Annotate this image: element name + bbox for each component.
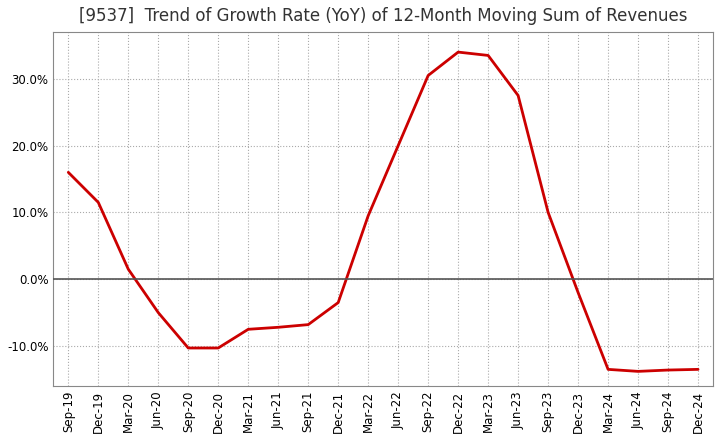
Title: [9537]  Trend of Growth Rate (YoY) of 12-Month Moving Sum of Revenues: [9537] Trend of Growth Rate (YoY) of 12-… (79, 7, 688, 25)
